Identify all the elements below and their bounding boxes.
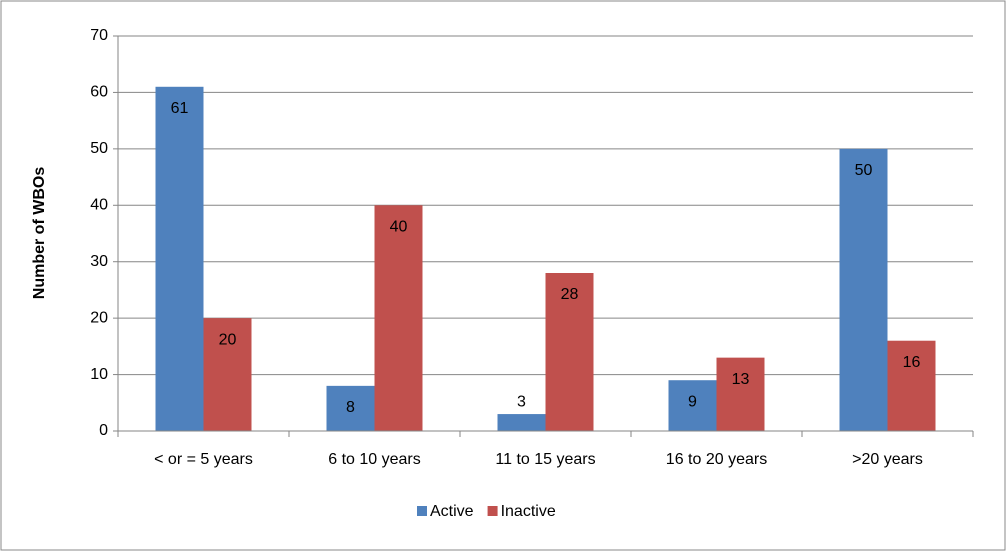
y-tick-label: 50 bbox=[90, 140, 108, 157]
x-tick-label: < or = 5 years bbox=[154, 451, 253, 468]
x-tick-label: 11 to 15 years bbox=[495, 451, 595, 468]
data-label: 16 bbox=[903, 354, 921, 371]
data-label: 61 bbox=[171, 100, 189, 117]
bar bbox=[374, 205, 423, 431]
bar bbox=[545, 273, 594, 431]
y-axis-title: Number of WBOs bbox=[31, 167, 48, 300]
data-label: 50 bbox=[855, 162, 873, 179]
y-tick-label: 0 bbox=[99, 422, 108, 439]
legend-swatch bbox=[417, 506, 427, 516]
data-label: 28 bbox=[561, 286, 579, 303]
data-label: 40 bbox=[390, 219, 408, 236]
data-label: 3 bbox=[517, 393, 526, 410]
data-label: 9 bbox=[688, 393, 697, 410]
bar bbox=[326, 385, 375, 431]
y-tick-label: 30 bbox=[90, 253, 108, 270]
bar bbox=[155, 86, 204, 432]
bar bbox=[668, 380, 717, 431]
bar bbox=[716, 357, 765, 431]
y-tick-label: 60 bbox=[90, 84, 108, 101]
bar bbox=[839, 148, 888, 431]
y-tick-label: 20 bbox=[90, 309, 108, 326]
data-label: 8 bbox=[346, 399, 355, 416]
legend-swatch bbox=[487, 506, 498, 516]
legend-label: Inactive bbox=[501, 503, 556, 520]
y-tick-label: 70 bbox=[90, 27, 108, 44]
bar bbox=[497, 414, 546, 431]
y-tick-label: 40 bbox=[90, 197, 108, 214]
x-tick-label: >20 years bbox=[852, 451, 923, 468]
y-tick-label: 10 bbox=[90, 366, 108, 383]
data-label: 13 bbox=[732, 371, 750, 388]
bar bbox=[203, 318, 252, 431]
x-tick-label: 6 to 10 years bbox=[328, 451, 421, 468]
x-tick-label: 16 to 20 years bbox=[666, 451, 767, 468]
bar bbox=[887, 340, 936, 431]
data-label: 20 bbox=[219, 331, 237, 348]
legend-label: Active bbox=[430, 503, 474, 520]
